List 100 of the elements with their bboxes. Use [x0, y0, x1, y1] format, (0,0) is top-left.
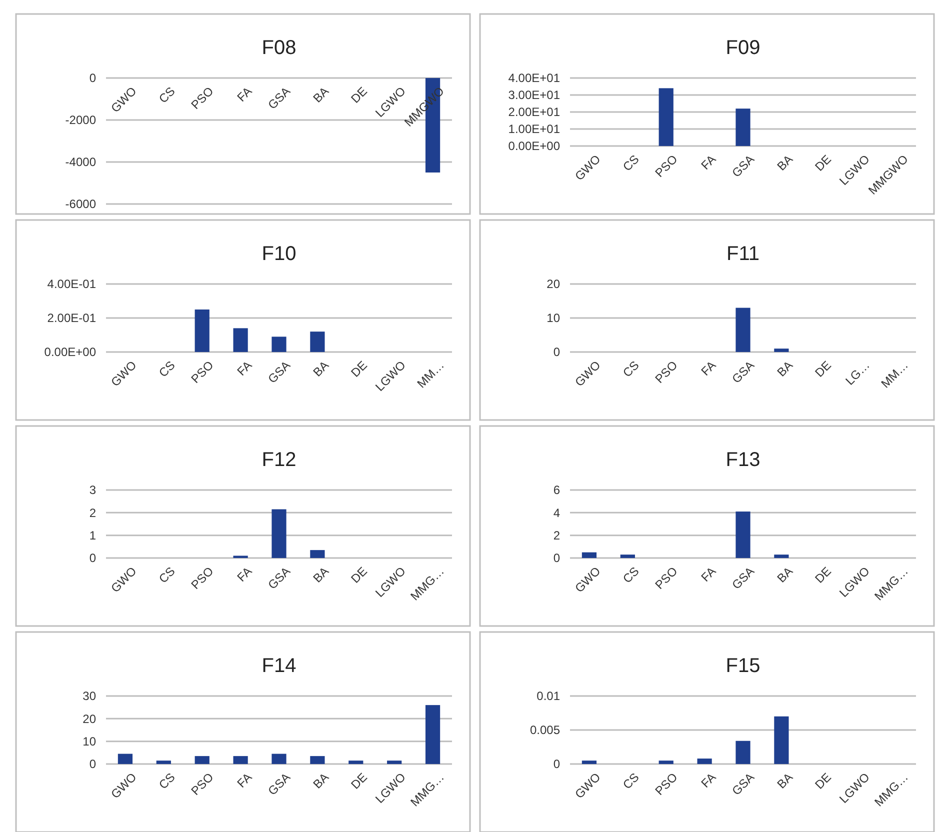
y-tick-label: 2.00E+01: [508, 105, 560, 120]
x-tick-label: DE: [348, 770, 370, 792]
bar: [582, 760, 597, 764]
y-tick-label: 0: [89, 757, 96, 772]
y-tick-label: 20: [546, 277, 560, 292]
x-tick-label: BA: [310, 358, 332, 380]
bar: [774, 554, 789, 558]
bar: [348, 760, 364, 764]
bar: [620, 554, 635, 558]
x-tick-label: CS: [156, 84, 178, 106]
x-tick-label: GSA: [729, 564, 758, 592]
bar: [582, 552, 597, 558]
x-tick-label: FA: [698, 152, 719, 172]
x-tick-label: FA: [698, 770, 719, 790]
bar: [387, 760, 402, 764]
x-tick-label: CS: [620, 564, 642, 586]
x-tick-label: DE: [348, 564, 370, 586]
chart-title: F09: [726, 37, 760, 59]
x-tick-label: FA: [234, 84, 255, 104]
x-tick-label: GSA: [265, 358, 294, 386]
chart-title: F12: [262, 449, 296, 471]
x-tick-label: BA: [774, 358, 796, 380]
y-tick-label: 20: [82, 712, 96, 726]
y-tick-label: 2: [89, 506, 96, 520]
x-tick-label: BA: [310, 84, 332, 106]
y-tick-label: 0.00E+00: [44, 345, 96, 360]
x-tick-label: DE: [812, 770, 834, 792]
y-tick-label: 0: [553, 757, 560, 772]
y-tick-label: 0: [553, 551, 560, 566]
y-tick-label: 3.00E+01: [508, 88, 560, 102]
bar: [310, 550, 325, 558]
bar: [736, 512, 750, 558]
x-tick-label: DE: [812, 564, 834, 586]
bar: [194, 310, 210, 352]
x-tick-label: GSA: [265, 564, 294, 592]
chart-title: F11: [726, 243, 760, 265]
x-tick-label: BA: [774, 770, 796, 792]
bar: [272, 754, 286, 764]
x-tick-label: DE: [348, 358, 370, 380]
bar: [233, 328, 248, 352]
x-tick-label: BA: [310, 770, 332, 792]
bar: [272, 336, 286, 352]
x-tick-label: GSA: [265, 770, 294, 798]
x-tick-label: CS: [156, 358, 178, 380]
y-tick-label: 10: [82, 734, 96, 749]
x-tick-label: CS: [156, 770, 178, 792]
x-tick-label: DE: [348, 84, 370, 106]
y-tick-label: 4: [553, 506, 560, 520]
y-tick-label: 1: [89, 528, 96, 543]
y-tick-label: 0: [553, 345, 560, 360]
chart-title: F15: [726, 655, 760, 677]
y-tick-label: 0: [89, 551, 96, 566]
bar: [697, 758, 712, 764]
bar: [233, 756, 248, 764]
y-tick-label: 0: [89, 71, 96, 86]
bar: [156, 760, 171, 764]
chart-title: F08: [262, 37, 296, 59]
y-tick-label: -6000: [65, 197, 96, 212]
x-tick-label: GSA: [729, 358, 758, 386]
chart-title: F14: [262, 655, 296, 677]
x-tick-label: GSA: [729, 770, 758, 798]
y-tick-label: 30: [82, 689, 96, 704]
x-tick-label: FA: [234, 564, 255, 584]
bar: [310, 332, 325, 352]
y-tick-label: 0.005: [530, 723, 560, 738]
y-tick-label: 4.00E+01: [508, 71, 560, 86]
x-tick-label: BA: [774, 152, 796, 174]
y-tick-label: 0.00E+00: [508, 139, 560, 154]
y-tick-label: 6: [553, 483, 560, 498]
y-tick-label: 2.00E-01: [47, 311, 96, 326]
x-tick-label: FA: [234, 358, 255, 378]
y-tick-label: 4.00E-01: [47, 277, 96, 292]
x-tick-label: LG…: [842, 358, 872, 388]
y-tick-label: 10: [546, 311, 560, 326]
bar: [658, 760, 674, 764]
x-tick-label: DE: [812, 358, 834, 380]
y-tick-label: -4000: [65, 155, 96, 170]
bar: [774, 716, 789, 764]
bar: [194, 756, 210, 764]
x-tick-label: CS: [620, 770, 642, 792]
x-tick-label: FA: [698, 564, 719, 584]
bar: [272, 509, 286, 558]
bar: [118, 754, 133, 764]
x-tick-label: FA: [698, 358, 719, 378]
bar: [736, 740, 750, 764]
y-tick-label: 1.00E+01: [508, 122, 560, 136]
bar: [310, 756, 325, 764]
chart-title: F13: [726, 449, 760, 471]
x-tick-label: CS: [620, 152, 642, 174]
bar: [425, 705, 440, 764]
x-tick-label: BA: [310, 564, 332, 586]
y-tick-label: 2: [553, 528, 560, 543]
y-tick-label: 0.01: [536, 689, 560, 704]
x-tick-label: GSA: [265, 84, 294, 112]
x-tick-label: GSA: [729, 152, 758, 180]
x-tick-label: CS: [620, 358, 642, 380]
chart-title: F10: [262, 243, 296, 265]
x-tick-label: CS: [156, 564, 178, 586]
y-tick-label: -2000: [65, 113, 96, 128]
x-tick-label: FA: [234, 770, 255, 790]
